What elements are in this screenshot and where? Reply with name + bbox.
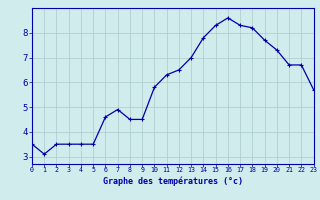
X-axis label: Graphe des températures (°c): Graphe des températures (°c): [103, 176, 243, 186]
